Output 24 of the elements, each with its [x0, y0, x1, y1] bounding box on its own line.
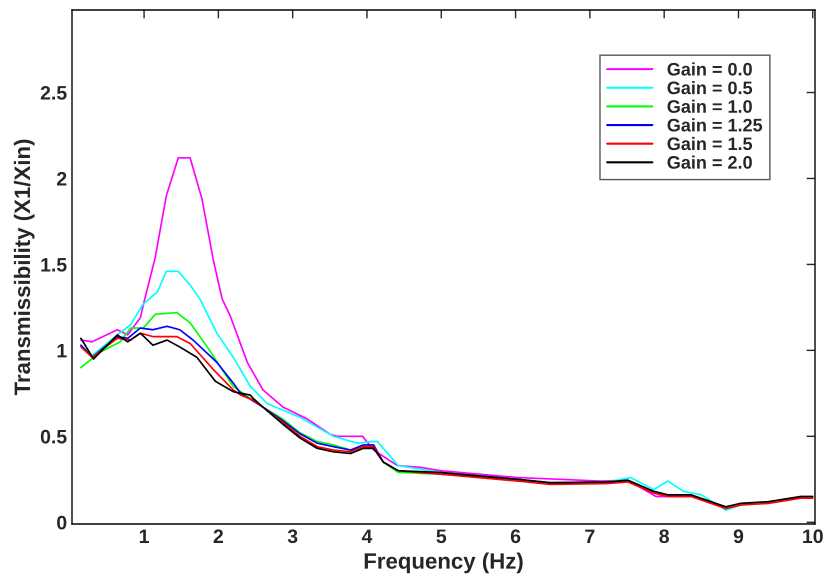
- y-tick-label: 1.5: [41, 258, 67, 272]
- y-tick-label: 2: [57, 172, 66, 186]
- x-tick-label: 6: [510, 529, 520, 544]
- x-tick-label: 9: [734, 529, 744, 544]
- legend-label: Gain = 2.0: [668, 156, 752, 169]
- y-tick-label: 0: [57, 516, 66, 530]
- legend-label: Gain = 0.0: [668, 62, 752, 76]
- x-tick-label: 2: [214, 529, 223, 543]
- x-tick-label: 5: [436, 530, 446, 544]
- y-tick-label: 1: [58, 344, 67, 358]
- y-axis-title: Transmissibility (X1/Xin): [14, 140, 35, 396]
- x-tick-label: 8: [659, 529, 669, 544]
- x-tick-label: 3: [288, 529, 298, 544]
- x-tick-label: 7: [585, 530, 594, 543]
- legend-label: Gain = 0.5: [668, 81, 752, 94]
- legend-label: Gain = 1.25: [668, 118, 762, 132]
- y-tick-label: 2.5: [40, 86, 67, 100]
- x-tick-label: 4: [362, 530, 372, 543]
- legend-label: Gain = 1.5: [668, 136, 752, 150]
- x-tick-label: 1: [140, 530, 149, 543]
- y-tick-label: 0.5: [40, 430, 67, 444]
- legend-label: Gain = 1.0: [668, 100, 752, 113]
- x-tick-label: 10: [803, 529, 823, 544]
- x-axis-title: Frequency (Hz): [364, 552, 523, 574]
